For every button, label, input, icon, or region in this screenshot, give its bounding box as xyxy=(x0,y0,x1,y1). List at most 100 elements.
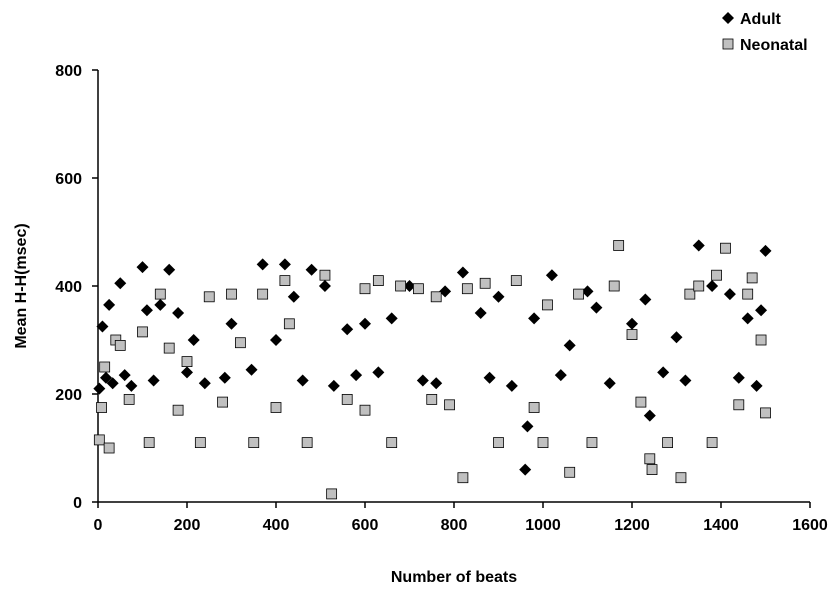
point xyxy=(457,472,469,484)
point xyxy=(760,407,771,419)
point xyxy=(319,269,331,281)
point xyxy=(720,242,731,254)
point xyxy=(257,288,269,300)
point xyxy=(279,275,291,287)
point xyxy=(100,371,113,384)
point xyxy=(147,374,160,387)
point xyxy=(483,371,496,384)
point xyxy=(341,393,353,405)
point xyxy=(118,369,131,382)
point xyxy=(385,312,398,325)
point xyxy=(386,437,398,449)
point xyxy=(759,244,772,257)
point xyxy=(372,275,384,287)
point xyxy=(732,371,745,384)
x-tick-label: 1200 xyxy=(614,517,650,534)
point xyxy=(305,263,318,276)
point xyxy=(755,304,768,317)
point xyxy=(225,317,238,330)
point xyxy=(723,288,736,301)
point xyxy=(684,288,696,300)
legend-marker xyxy=(722,12,734,24)
point xyxy=(143,437,155,449)
point xyxy=(528,312,541,325)
point xyxy=(327,379,340,392)
point xyxy=(590,301,603,314)
point xyxy=(693,280,705,292)
point xyxy=(657,366,670,379)
point xyxy=(711,269,722,281)
point xyxy=(474,307,487,319)
legend-label: Neonatal xyxy=(740,37,808,54)
point xyxy=(270,402,282,413)
point xyxy=(114,339,126,351)
point xyxy=(217,396,229,408)
point xyxy=(537,437,549,449)
point xyxy=(198,377,211,390)
y-axis-title: Mean H-H(msec) xyxy=(13,223,30,348)
point xyxy=(226,288,237,300)
point xyxy=(154,298,167,311)
point xyxy=(528,402,540,413)
point xyxy=(626,329,638,341)
point xyxy=(564,466,576,478)
point xyxy=(439,285,452,298)
point xyxy=(181,366,193,379)
point xyxy=(106,377,119,390)
point xyxy=(136,261,149,274)
point xyxy=(96,402,107,413)
point xyxy=(643,409,656,422)
point xyxy=(542,299,553,311)
x-tick-label: 200 xyxy=(174,517,201,534)
point xyxy=(644,453,656,465)
legend-marker xyxy=(722,38,734,50)
point xyxy=(203,291,215,303)
point xyxy=(742,288,754,300)
point xyxy=(93,434,105,446)
point xyxy=(563,339,576,352)
point xyxy=(586,437,598,449)
point xyxy=(706,437,718,449)
point xyxy=(350,369,363,382)
point xyxy=(93,382,106,395)
point xyxy=(670,331,683,344)
x-tick-label: 400 xyxy=(263,517,290,534)
point xyxy=(114,277,127,290)
point xyxy=(154,288,166,300)
point xyxy=(573,288,584,300)
point xyxy=(103,442,115,454)
point xyxy=(256,258,269,271)
x-tick-label: 600 xyxy=(352,517,379,534)
legend-label: Adult xyxy=(740,11,782,28)
point xyxy=(172,307,185,319)
point xyxy=(545,269,558,282)
y-tick-label: 400 xyxy=(55,279,82,296)
point xyxy=(218,371,231,384)
point xyxy=(646,464,658,476)
point xyxy=(140,304,153,317)
point xyxy=(137,326,148,338)
y-tick-label: 200 xyxy=(55,387,82,404)
point xyxy=(456,266,469,279)
point xyxy=(123,393,135,405)
point xyxy=(639,293,652,306)
point xyxy=(608,280,620,292)
point xyxy=(746,272,758,284)
point xyxy=(248,437,260,449)
point xyxy=(430,377,443,390)
point xyxy=(172,404,184,416)
x-tick-label: 1600 xyxy=(792,517,828,534)
point xyxy=(692,239,705,252)
point xyxy=(521,420,534,433)
point xyxy=(505,379,518,392)
x-tick-label: 0 xyxy=(94,517,103,534)
point xyxy=(187,334,200,346)
point xyxy=(662,437,673,449)
y-tick-label: 600 xyxy=(55,171,82,188)
point xyxy=(181,356,193,368)
point xyxy=(372,366,385,379)
point xyxy=(755,334,767,346)
point xyxy=(581,285,594,298)
point xyxy=(163,263,176,276)
x-tick-label: 1400 xyxy=(703,517,739,534)
